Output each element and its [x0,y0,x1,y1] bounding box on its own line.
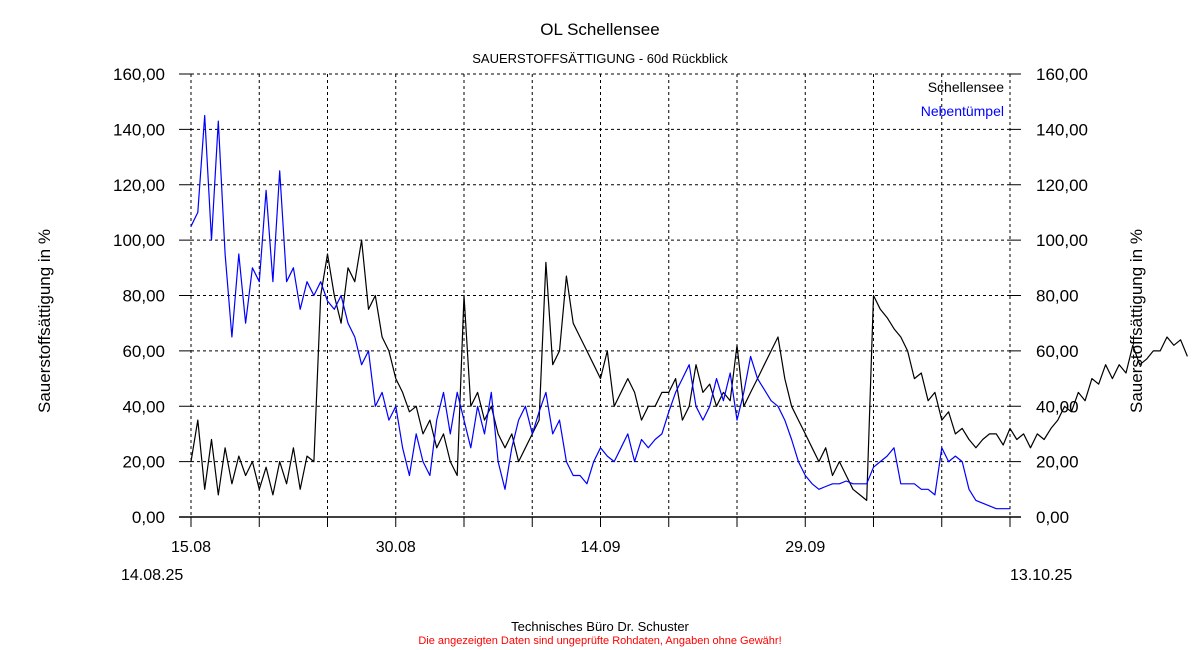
y-axis-title-left: Sauerstoffsättigung in % [35,229,54,413]
y-tick-label-left: 140,00 [113,120,165,139]
x-tick-label: 15.08 [171,539,211,556]
y-tick-label-right: 120,00 [1036,176,1088,195]
chart-title: OL Schellensee [540,20,660,39]
y-tick-label-right: 160,00 [1036,65,1088,84]
y-tick-label-left: 20,00 [122,453,165,472]
y-tick-label-left: 40,00 [122,397,165,416]
series-line-schellensee [190,239,1188,501]
x-tick-label: 30.08 [376,539,416,556]
y-tick-label-right: 140,00 [1036,120,1088,139]
y-tick-label-right: 100,00 [1036,231,1088,250]
x-end-date: 13.10.25 [1010,567,1073,584]
y-tick-label-left: 60,00 [122,342,165,361]
x-tick-label: 14.09 [580,539,620,556]
x-tick-label: 29.09 [785,539,825,556]
y-tick-label-left: 100,00 [113,231,165,250]
legend-entry: Nebentümpel [921,103,1004,119]
y-tick-label-right: 60,00 [1036,342,1079,361]
y-tick-label-left: 120,00 [113,176,165,195]
legend-entry: Schellensee [928,79,1004,95]
footer-company: Technisches Büro Dr. Schuster [511,619,689,634]
y-tick-label-right: 40,00 [1036,397,1079,416]
y-tick-label-left: 160,00 [113,65,165,84]
footer-disclaimer: Die angezeigten Daten sind ungeprüfte Ro… [418,635,782,647]
y-tick-label-left: 0,00 [132,508,165,527]
y-tick-label-right: 80,00 [1036,287,1079,306]
y-tick-label-right: 0,00 [1036,508,1069,527]
x-start-date: 14.08.25 [121,567,184,584]
y-axis-title-right: Sauerstoffsättigung in % [1127,229,1146,413]
series-line-nebentuempel [190,114,1010,510]
chart-subtitle: SAUERSTOFFSÄTTIGUNG - 60d Rückblick [472,51,728,66]
y-tick-label-right: 20,00 [1036,453,1079,472]
y-tick-label-left: 80,00 [122,287,165,306]
